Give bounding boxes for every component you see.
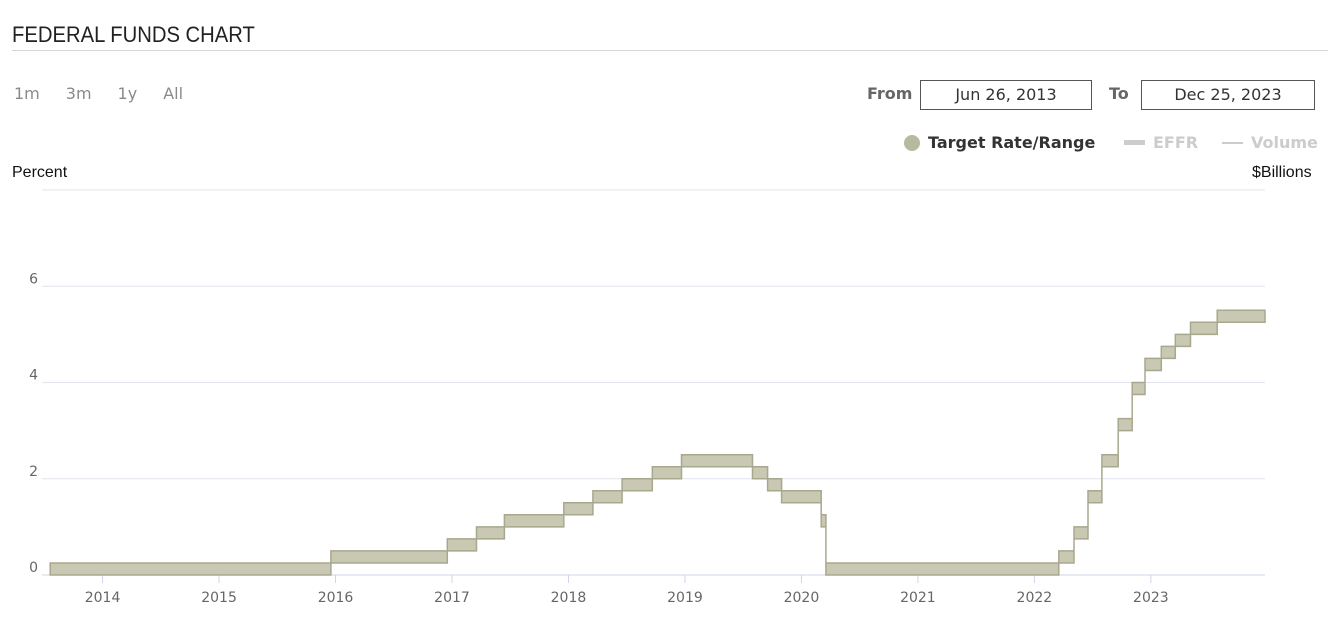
zoom-all-button[interactable]: All xyxy=(163,84,184,103)
zoom-buttons: 1m 3m 1y All xyxy=(14,84,183,103)
legend-label-effr: EFFR xyxy=(1153,133,1199,152)
y-tick-label: 0 xyxy=(29,560,38,576)
y-tick-label: 2 xyxy=(29,464,38,480)
line-icon xyxy=(1222,141,1243,144)
from-date-input[interactable]: Jun 26, 2013 xyxy=(920,80,1092,110)
x-tick-label: 2016 xyxy=(318,590,354,606)
circle-icon xyxy=(904,134,920,151)
y-tick-label: 6 xyxy=(29,271,38,287)
x-tick-label: 2022 xyxy=(1017,590,1053,606)
x-tick-label: 2023 xyxy=(1133,590,1169,606)
legend-item-volume[interactable]: Volume xyxy=(1222,133,1318,152)
x-tick-label: 2015 xyxy=(201,590,237,606)
legend-item-target-rate[interactable]: Target Rate/Range xyxy=(904,133,1095,152)
y-axis-title-right: $Billions xyxy=(1252,164,1312,181)
legend-item-effr[interactable]: EFFR xyxy=(1124,133,1198,152)
y-axis-title-left: Percent xyxy=(12,164,68,181)
to-date-input[interactable]: Dec 25, 2023 xyxy=(1141,80,1315,110)
x-tick-label: 2020 xyxy=(784,590,820,606)
legend-label-volume: Volume xyxy=(1251,133,1318,152)
x-tick-label: 2014 xyxy=(85,590,121,606)
zoom-1y-button[interactable]: 1y xyxy=(117,84,138,103)
to-label: To xyxy=(1109,84,1129,103)
y-tick-label: 4 xyxy=(29,368,38,384)
zoom-1m-button[interactable]: 1m xyxy=(14,84,40,103)
legend-label-target-rate: Target Rate/Range xyxy=(928,133,1096,152)
chart-title: FEDERAL FUNDS CHART xyxy=(12,22,255,47)
x-tick-label: 2018 xyxy=(551,590,587,606)
target-rate-band xyxy=(49,309,1266,576)
bar-icon xyxy=(1124,140,1145,145)
from-label: From xyxy=(867,84,913,103)
title-divider xyxy=(12,50,1328,51)
x-tick-label: 2017 xyxy=(434,590,470,606)
zoom-3m-button[interactable]: 3m xyxy=(65,84,92,103)
x-tick-label: 2021 xyxy=(900,590,936,606)
x-tick-label: 2019 xyxy=(667,590,703,606)
